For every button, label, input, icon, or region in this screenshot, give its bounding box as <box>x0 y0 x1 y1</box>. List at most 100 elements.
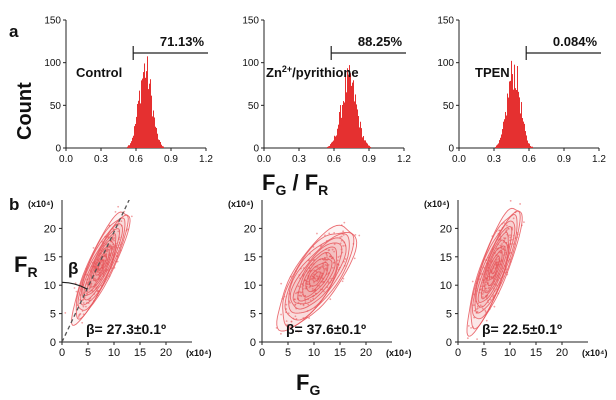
histogram-1-xtick-label: 0.3 <box>94 154 108 165</box>
contour-plot-3-point <box>487 269 490 272</box>
contour-plot-1-point <box>111 261 113 264</box>
contour-plot-3-point <box>481 293 484 295</box>
contour-plot-2-point <box>338 266 341 269</box>
contour-plot-1-point <box>94 280 97 283</box>
contour-plot-3-point <box>482 266 485 269</box>
contour-plot-2-point <box>342 230 345 233</box>
contour-plot-1-point <box>88 287 91 290</box>
contour-plot-2-point <box>312 263 315 265</box>
hist-xlabel-r: R <box>318 182 329 198</box>
histogram-2-bar <box>364 140 365 148</box>
contour-plot-3-point <box>487 299 489 302</box>
contour-plot-1-point <box>98 274 101 276</box>
histogram-3-bar <box>502 129 503 148</box>
histogram-1-xtick-label: 0.9 <box>164 154 178 165</box>
contour-plot-1-point <box>89 297 92 300</box>
contour-plot-2-point <box>319 258 322 261</box>
contour-plot-3-point <box>467 324 470 327</box>
histogram-2-bar <box>342 104 343 148</box>
histogram-1-bar <box>155 126 156 148</box>
histogram-1-xtick-label: 1.2 <box>199 154 213 165</box>
histogram-1-bar <box>134 126 135 148</box>
contour-plot-1-point <box>81 321 84 324</box>
scatter-y-axis-label: FR <box>14 252 38 280</box>
contour-plot-2-point <box>302 293 304 296</box>
contour-plot-3-point <box>500 263 502 266</box>
contour-plot-2-point <box>307 277 310 280</box>
contour-plot-1-point <box>116 251 119 254</box>
contour-plot-1-point <box>82 302 85 304</box>
histogram-3-bar <box>528 143 529 148</box>
contour-plot-1-point <box>92 246 95 249</box>
histogram-3-bar <box>526 135 527 148</box>
histogram-2-bar <box>337 128 338 148</box>
contour-plot-2-point <box>321 257 324 260</box>
contour-plot-3-point <box>507 228 510 230</box>
contour-plot-3-point <box>487 262 490 265</box>
contour-plot-3-point <box>501 227 504 229</box>
contour-plot-2-point <box>341 251 344 254</box>
contour-plot-2-point <box>343 264 346 267</box>
contour-plot-2-point <box>294 270 297 273</box>
contour-plot-1-point <box>96 269 99 272</box>
contour-plot-2-point <box>330 279 333 282</box>
contour-plot-3-point <box>504 271 507 274</box>
contour-plot-2-point <box>333 231 336 234</box>
histogram-2-bar <box>370 146 371 148</box>
contour-plot-3-ytick-label: 10 <box>440 280 452 292</box>
contour-plot-2-point <box>324 260 327 263</box>
contour-plot-3-point <box>497 276 500 279</box>
contour-plot-2-point <box>302 273 305 276</box>
contour-plot-3-xtick-label: 0 <box>455 347 461 359</box>
contour-plot-2-point <box>352 242 355 245</box>
contour-plot-1-point <box>91 290 94 293</box>
contour-plot-1-point <box>90 270 92 273</box>
contour-plot-1-angle-arc <box>61 281 88 290</box>
histogram-3-bar <box>497 144 498 148</box>
contour-plot-2-ytick-label: 5 <box>250 309 256 321</box>
contour-plot-3-point <box>503 222 506 224</box>
contour-plot-3-point <box>507 235 510 237</box>
contour-plot-2-point <box>286 323 288 326</box>
contour-plot-3-point <box>505 241 508 244</box>
contour-plot-3-point <box>498 234 501 237</box>
contour-plot-2-point <box>329 281 332 284</box>
contour-plot-1-point <box>110 249 113 251</box>
contour-plot-3-point <box>479 288 481 291</box>
contour-plot-2-point <box>313 290 316 293</box>
contour-plot-2-point <box>319 288 322 291</box>
histogram-3-bar <box>517 66 518 148</box>
contour-plot-1-point <box>105 268 108 271</box>
histogram-1-bar <box>140 103 141 148</box>
contour-plot-1-point <box>108 256 111 259</box>
histogram-3-bar <box>507 93 508 148</box>
contour-plot-3-point <box>500 260 502 263</box>
contour-plot-3-point <box>523 221 525 224</box>
histogram-1-gate-percent: 71.13% <box>160 34 205 49</box>
contour-plot-3-point <box>481 296 484 299</box>
contour-plot-1-beta-symbol: β <box>68 259 78 278</box>
contour-plot-1-point <box>105 256 108 259</box>
contour-plot-3-point <box>494 260 497 263</box>
contour-plot-2-point <box>311 287 314 290</box>
contour-plot-1-xtick-label: 0 <box>59 347 65 359</box>
contour-plot-3-point <box>501 222 504 225</box>
contour-plot-3-point <box>500 247 503 250</box>
contour-plot-2-point <box>298 294 301 297</box>
contour-plot-2-point <box>297 330 300 333</box>
histogram-2-bar <box>327 146 328 148</box>
histogram-3-bar <box>511 60 512 148</box>
contour-plot-1-point <box>90 282 93 285</box>
contour-plot-3-point <box>514 211 517 213</box>
contour-plot-2-point <box>295 318 298 320</box>
contour-plot-3-point <box>509 234 511 237</box>
contour-plot-3-point <box>486 297 488 300</box>
histogram-2-bar <box>338 124 339 148</box>
contour-plot-1-point <box>110 240 113 243</box>
contour-plot-1-point <box>109 247 112 250</box>
contour-plot-1-xtick-label: 15 <box>134 347 146 359</box>
histogram-1-bar <box>135 123 136 148</box>
histogram-1-bar <box>152 116 153 148</box>
contour-plot-3-point <box>473 316 476 319</box>
contour-plot-1-point <box>111 252 114 255</box>
